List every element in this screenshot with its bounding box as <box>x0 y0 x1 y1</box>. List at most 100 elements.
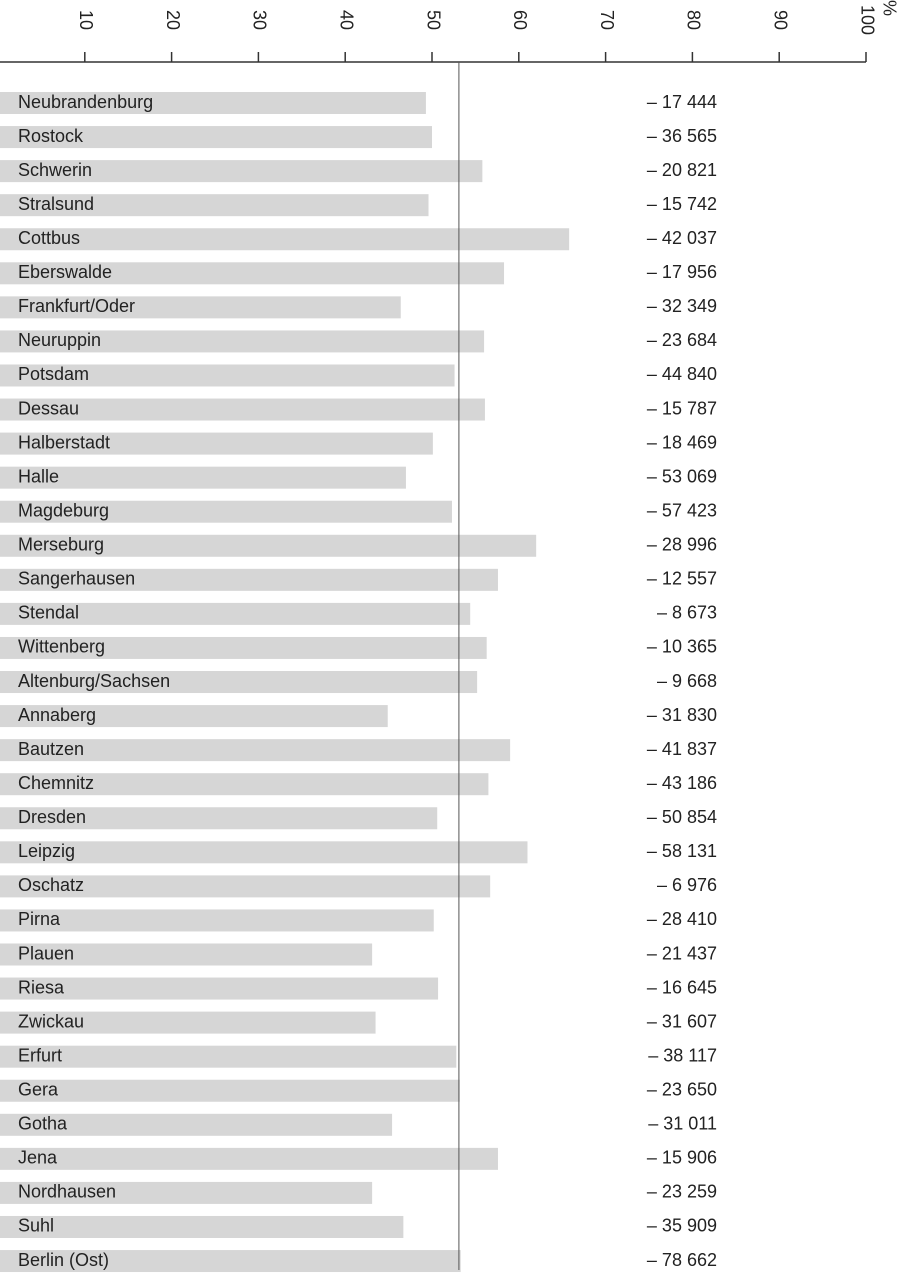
annotation: – 8 673 <box>657 603 717 623</box>
bar <box>0 943 373 966</box>
category-label: Wittenberg <box>18 637 105 657</box>
annotation: – 31 830 <box>647 705 717 725</box>
x-tick-label: 90 <box>770 10 790 30</box>
annotation: – 58 131 <box>647 841 717 861</box>
category-label: Schwerin <box>18 160 92 180</box>
bar <box>0 977 439 1000</box>
annotation: – 17 956 <box>647 262 717 282</box>
annotation: – 6 976 <box>657 875 717 895</box>
bar <box>0 228 570 251</box>
category-label: Oschatz <box>18 875 84 895</box>
category-label: Zwickau <box>18 1011 84 1031</box>
annotation: – 28 996 <box>647 535 717 555</box>
bar <box>0 194 429 217</box>
bar <box>0 1045 457 1068</box>
annotation: – 23 259 <box>647 1182 717 1202</box>
category-label: Dessau <box>18 398 79 418</box>
category-label: Neubrandenburg <box>18 92 153 112</box>
annotation: – 44 840 <box>647 364 717 384</box>
bar <box>0 568 498 591</box>
category-label: Frankfurt/Oder <box>18 296 135 316</box>
bar <box>0 92 426 114</box>
category-label: Sangerhausen <box>18 569 135 589</box>
category-label: Magdeburg <box>18 500 109 520</box>
bar <box>0 875 491 898</box>
annotation: – 53 069 <box>647 466 717 486</box>
bar <box>0 909 434 932</box>
x-tick-label: 100 <box>857 5 877 35</box>
category-label: Riesa <box>18 977 65 997</box>
annotation: – 23 650 <box>647 1079 717 1099</box>
x-tick-label: 70 <box>597 10 617 30</box>
annotation: – 38 117 <box>648 1045 717 1065</box>
category-label: Dresden <box>18 807 86 827</box>
x-tick-label: 50 <box>423 10 443 30</box>
bar <box>0 1147 498 1170</box>
annotation: – 16 645 <box>647 977 717 997</box>
bar <box>0 1215 404 1238</box>
annotation: – 57 423 <box>647 500 717 520</box>
category-label: Gotha <box>18 1114 68 1134</box>
annotation: – 32 349 <box>647 296 717 316</box>
annotation: – 35 909 <box>647 1216 717 1236</box>
annotation: – 78 662 <box>647 1250 717 1270</box>
bar <box>0 432 433 455</box>
category-label: Gera <box>18 1079 59 1099</box>
category-label: Halle <box>18 466 59 486</box>
category-label: Eberswalde <box>18 262 112 282</box>
annotation: – 15 906 <box>647 1148 717 1168</box>
category-label: Nordhausen <box>18 1182 116 1202</box>
category-label: Stendal <box>18 603 79 623</box>
bar <box>0 841 528 864</box>
category-label: Neuruppin <box>18 330 101 350</box>
bar <box>0 330 485 353</box>
bar <box>0 1011 376 1034</box>
annotation: – 31 011 <box>648 1114 717 1134</box>
bar <box>0 1181 373 1204</box>
annotation: – 15 787 <box>647 398 717 418</box>
category-label: Merseburg <box>18 535 104 555</box>
bar <box>0 126 432 149</box>
bar <box>0 398 485 421</box>
category-label: Annaberg <box>18 705 96 725</box>
category-label: Altenburg/Sachsen <box>18 671 170 691</box>
bar <box>0 807 438 830</box>
annotation: – 10 365 <box>647 637 717 657</box>
bar <box>0 364 455 387</box>
annotation: – 15 742 <box>647 194 717 214</box>
annotation: – 9 668 <box>657 671 717 691</box>
category-label: Rostock <box>18 126 84 146</box>
category-label: Halberstadt <box>18 432 110 452</box>
bar <box>0 602 471 625</box>
annotation: – 43 186 <box>647 773 717 793</box>
bar <box>0 466 406 489</box>
category-label: Plauen <box>18 943 74 963</box>
bar <box>0 296 401 319</box>
category-label: Suhl <box>18 1216 54 1236</box>
bar <box>0 160 483 183</box>
bar <box>0 534 537 557</box>
bar <box>0 705 388 728</box>
x-tick-label: 30 <box>250 10 270 30</box>
category-label: Erfurt <box>18 1045 62 1065</box>
bar <box>0 773 489 796</box>
annotation: – 41 837 <box>647 739 717 759</box>
category-label: Potsdam <box>18 364 89 384</box>
x-tick-label: 20 <box>163 10 183 30</box>
category-label: Pirna <box>18 909 61 929</box>
annotation: – 36 565 <box>647 126 717 146</box>
category-label: Berlin (Ost) <box>18 1250 109 1270</box>
category-label: Cottbus <box>18 228 80 248</box>
bar <box>0 500 452 523</box>
annotation: – 42 037 <box>647 228 717 248</box>
annotation: – 20 821 <box>647 160 717 180</box>
annotation: – 17 444 <box>647 92 717 112</box>
x-tick-label: 80 <box>684 10 704 30</box>
bar <box>0 1113 393 1136</box>
category-label: Chemnitz <box>18 773 94 793</box>
annotation: – 18 469 <box>647 432 717 452</box>
bar <box>0 1079 460 1102</box>
category-label: Bautzen <box>18 739 84 759</box>
bar <box>0 739 511 762</box>
